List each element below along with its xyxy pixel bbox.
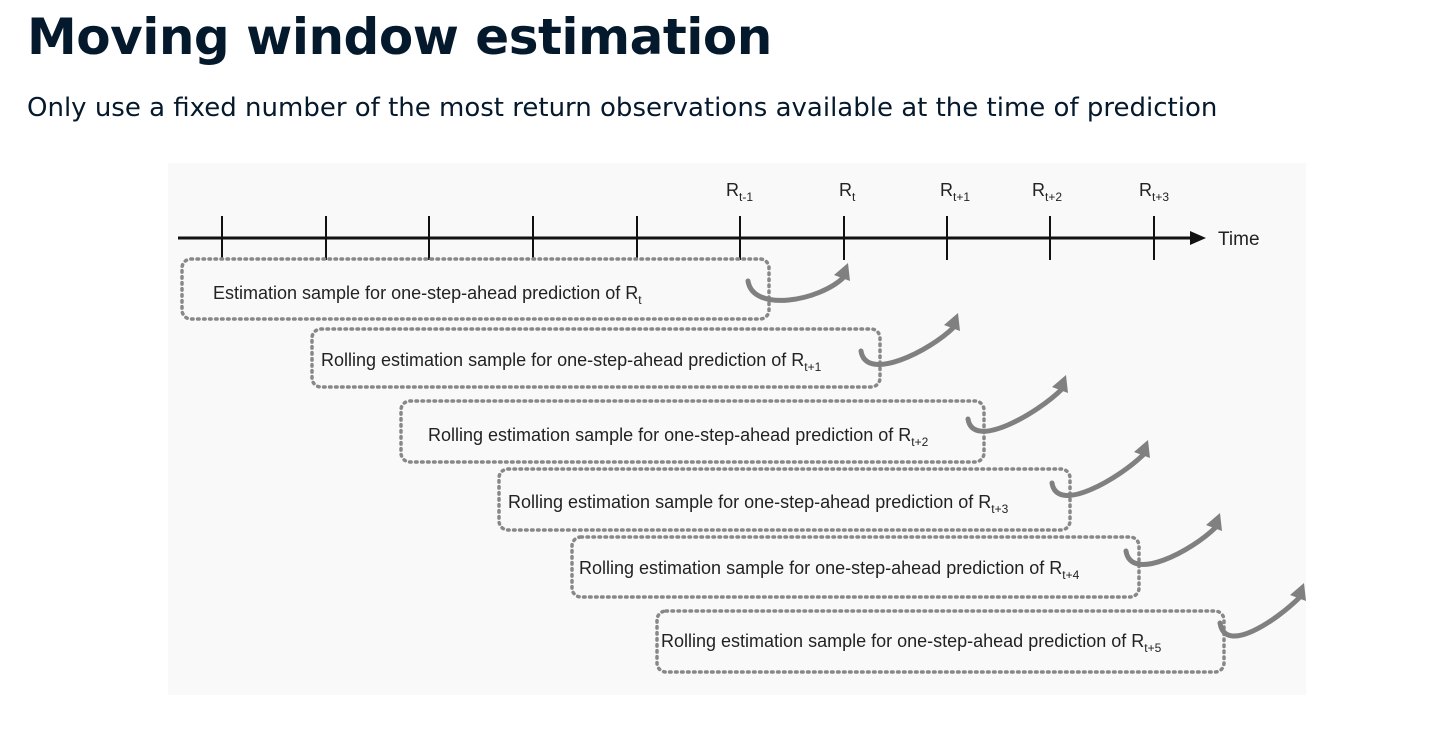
window-box [180, 257, 771, 321]
window-box [655, 609, 1226, 674]
prediction-arrow [745, 274, 847, 303]
axis-arrowhead [1190, 231, 1206, 245]
time-label: Rt [839, 180, 856, 204]
diagram-canvas: Time Rt-1 Rt Rt+1 Rt+2 Rt+3 Estimation sampl… [178, 180, 1306, 674]
window-box [310, 327, 882, 389]
window-box [497, 467, 1072, 532]
prediction-arrowhead [1290, 583, 1306, 601]
time-labels: Rt-1 Rt Rt+1 Rt+2 Rt+3 [726, 180, 1169, 204]
estimation-windows: Estimation sample for one-step-ahead pre… [180, 257, 1226, 674]
prediction-arrowhead [1206, 513, 1222, 531]
prediction-arrow [1217, 594, 1303, 639]
time-label: Rt+3 [1139, 180, 1169, 204]
prediction-arrowhead [1052, 375, 1068, 393]
prediction-arrow [1049, 451, 1147, 498]
prediction-arrow [965, 386, 1065, 434]
axis-label-time: Time [1218, 229, 1260, 250]
page-title: Moving window estimation [27, 8, 772, 66]
time-label: Rt+2 [1032, 180, 1062, 204]
prediction-arrowhead [1134, 440, 1150, 458]
prediction-arrow [858, 324, 957, 367]
window-label: Rolling estimation sample for one-step-a… [428, 425, 929, 449]
prediction-arrowhead [834, 263, 850, 281]
window-label: Rolling estimation sample for one-step-a… [321, 350, 822, 374]
window-box [570, 535, 1141, 599]
time-label: Rt-1 [726, 180, 753, 204]
window-label: Estimation sample for one-step-ahead pre… [213, 283, 642, 307]
prediction-arrows [745, 263, 1306, 639]
page-subtitle: Only use a fixed number of the most retu… [27, 93, 1218, 123]
window-label: Rolling estimation sample for one-step-a… [579, 558, 1080, 582]
time-axis: Time [178, 216, 1260, 260]
time-label: Rt+1 [940, 180, 970, 204]
window-label: Rolling estimation sample for one-step-a… [661, 631, 1162, 655]
moving-window-diagram: Time Rt-1 Rt Rt+1 Rt+2 Rt+3 Estimation sampl… [168, 163, 1306, 695]
window-label: Rolling estimation sample for one-step-a… [508, 492, 1009, 516]
prediction-arrowhead [944, 313, 960, 331]
prediction-arrow [1123, 524, 1219, 567]
